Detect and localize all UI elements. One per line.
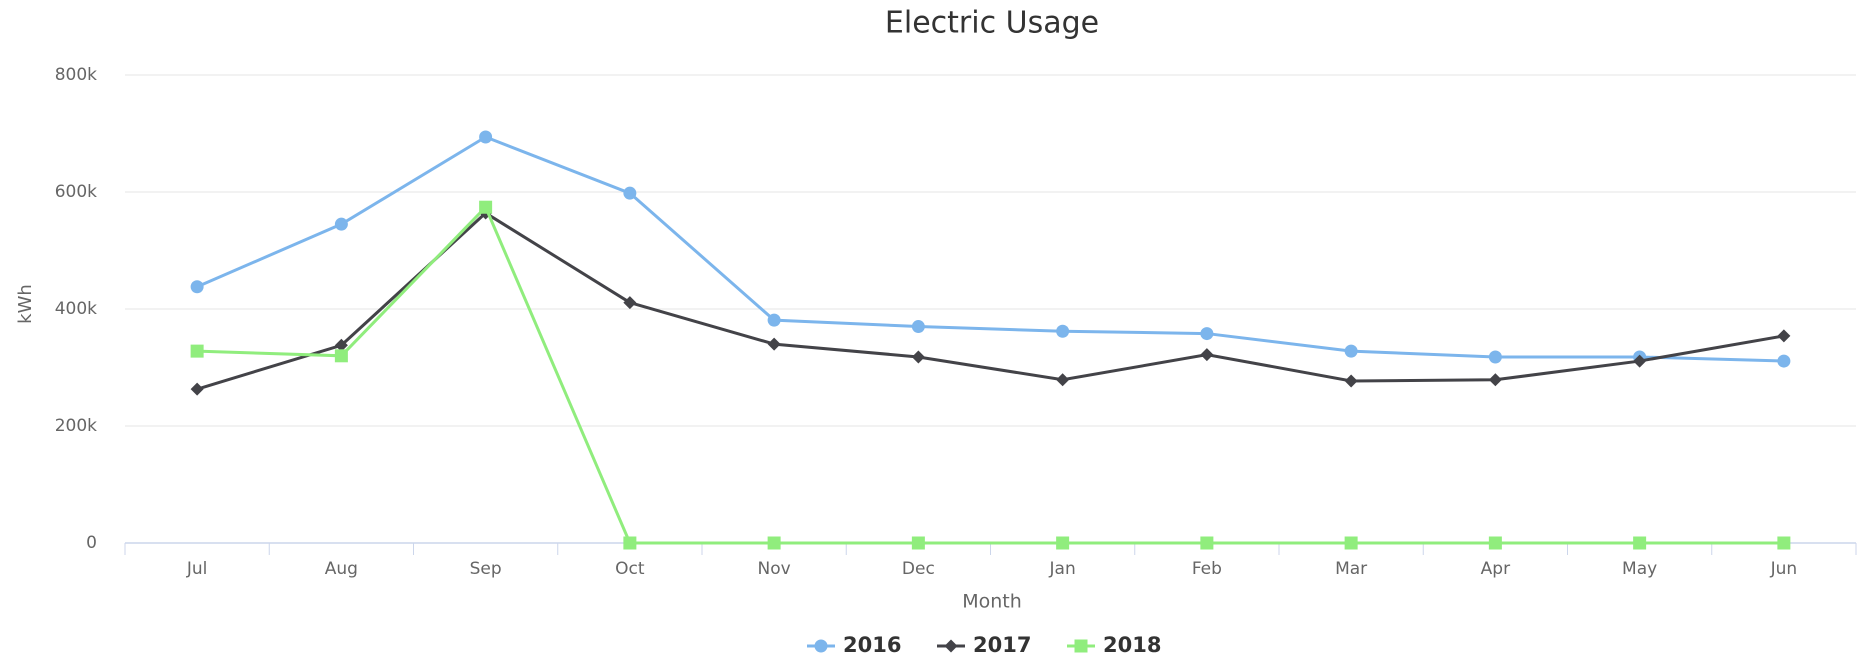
- x-tick-label: Nov: [758, 559, 791, 579]
- series-line: [196, 211, 1785, 391]
- series: [190, 206, 1791, 396]
- point: [767, 337, 781, 351]
- point: [623, 186, 637, 200]
- point: [1074, 639, 1088, 653]
- point: [623, 536, 637, 550]
- point: [1633, 354, 1647, 368]
- x-tick-label: Jun: [1770, 559, 1798, 579]
- point: [1344, 536, 1358, 550]
- point: [944, 639, 958, 653]
- point: [190, 344, 204, 358]
- y-tick-label: 400k: [55, 299, 97, 319]
- x-tick-label: Mar: [1335, 559, 1367, 579]
- point: [767, 313, 781, 327]
- x-tick-label: Jul: [186, 559, 208, 579]
- point: [1488, 350, 1502, 364]
- x-tick-label: Sep: [470, 559, 502, 579]
- point: [190, 280, 204, 294]
- x-tick-label: Jan: [1049, 559, 1076, 579]
- point: [479, 200, 493, 214]
- point: [911, 350, 925, 364]
- point: [1344, 374, 1358, 388]
- series-line: [197, 204, 1784, 545]
- point: [911, 536, 925, 550]
- y-tick-label: 600k: [55, 182, 97, 202]
- x-tick-label: Feb: [1192, 559, 1222, 579]
- legend-label: 2018: [1103, 633, 1161, 657]
- x-tick-label: Oct: [615, 559, 645, 579]
- point: [767, 536, 781, 550]
- point: [1633, 536, 1647, 550]
- point: [334, 217, 348, 231]
- series-line: [196, 135, 1784, 363]
- series: [190, 130, 1791, 368]
- point: [1488, 373, 1502, 387]
- x-tick-label: Aug: [325, 559, 358, 579]
- x-tick-label: Dec: [902, 559, 935, 579]
- legend-label: 2017: [973, 633, 1031, 657]
- point: [479, 130, 493, 144]
- point: [334, 338, 348, 352]
- point: [1777, 536, 1791, 550]
- point: [814, 639, 828, 653]
- point: [1777, 329, 1791, 343]
- point: [190, 382, 204, 396]
- point: [1777, 354, 1791, 368]
- point: [1056, 536, 1070, 550]
- y-axis-label: kWh: [15, 284, 36, 324]
- x-tick-label: Apr: [1481, 559, 1510, 579]
- point: [1200, 327, 1214, 341]
- point: [1488, 536, 1502, 550]
- series: [190, 200, 1791, 550]
- legend-label: 2016: [843, 633, 901, 657]
- chart-title: Electric Usage: [885, 6, 1099, 41]
- point: [1056, 373, 1070, 387]
- point: [1056, 324, 1070, 338]
- x-axis-label: Month: [962, 591, 1022, 613]
- y-tick-label: 800k: [55, 65, 97, 85]
- point: [1200, 348, 1214, 362]
- y-tick-label: 0: [86, 533, 97, 553]
- y-tick-label: 200k: [55, 416, 97, 436]
- point: [623, 296, 637, 310]
- point: [1200, 536, 1214, 550]
- x-tick-label: May: [1622, 559, 1657, 579]
- point: [334, 349, 348, 363]
- point: [1344, 344, 1358, 358]
- point: [911, 320, 925, 334]
